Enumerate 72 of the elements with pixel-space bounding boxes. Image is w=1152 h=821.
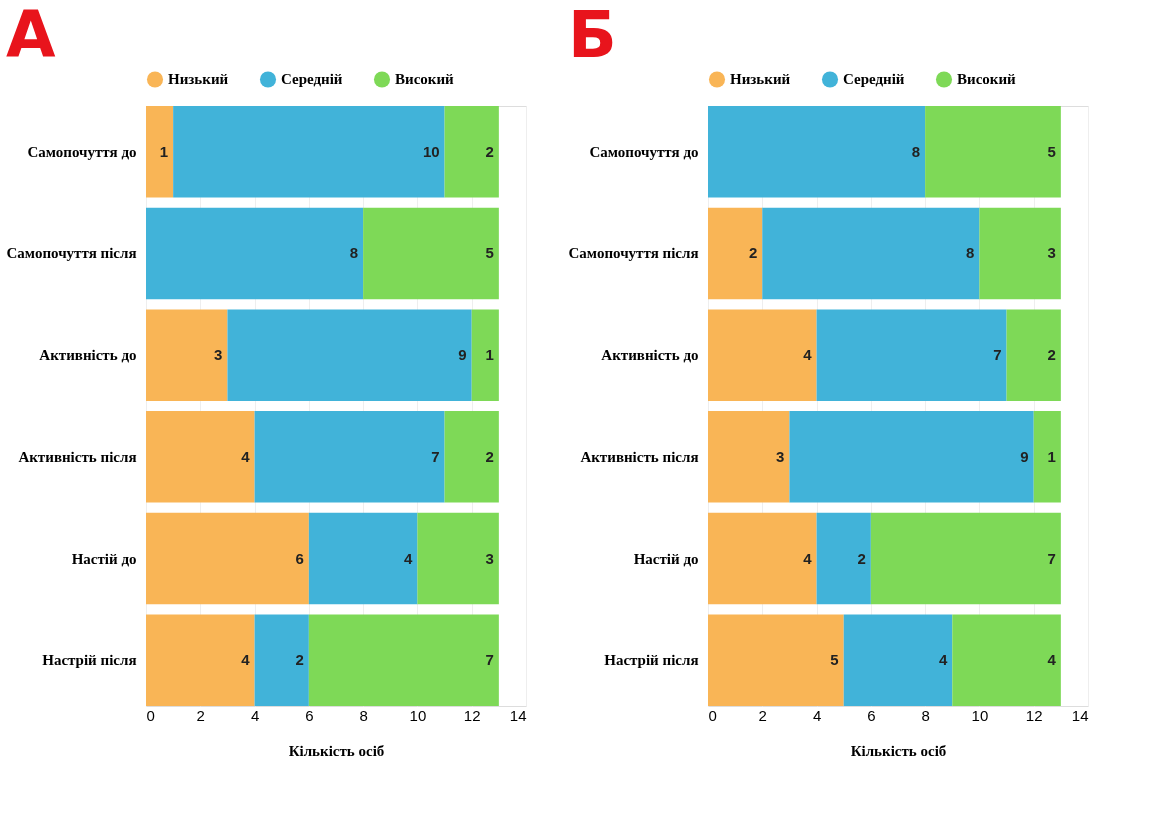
data-label: 1 xyxy=(159,142,169,160)
data-label: 2 xyxy=(1047,346,1056,364)
y-tick-label: Настрій після xyxy=(42,652,137,669)
data-label: 4 xyxy=(803,346,813,364)
data-label: 7 xyxy=(485,651,494,669)
x-tick-label: 4 xyxy=(250,706,260,724)
data-label: 2 xyxy=(857,549,866,567)
x-tick-label: 10 xyxy=(409,706,427,724)
legend-label: Середній xyxy=(843,71,905,88)
legend-label: Низький xyxy=(730,71,791,88)
x-tick-label: 4 xyxy=(812,706,822,724)
legend-label: Середній xyxy=(281,71,343,88)
y-tick-label: Самопочуття до xyxy=(27,143,137,160)
y-tick-label: Настій до xyxy=(71,550,137,567)
x-tick-label: 10 xyxy=(971,706,989,724)
y-tick-label: Настрій після xyxy=(604,652,699,669)
x-tick-label: 14 xyxy=(1071,706,1089,724)
data-label: 3 xyxy=(1047,244,1056,262)
data-label: 4 xyxy=(1047,651,1057,669)
x-axis-title: Кількість осіб xyxy=(288,742,385,759)
legend-label: Низький xyxy=(168,71,229,88)
x-tick-label: 6 xyxy=(867,706,876,724)
x-tick-label: 14 xyxy=(509,706,527,724)
data-label: 3 xyxy=(485,549,494,567)
data-label: 4 xyxy=(938,651,948,669)
y-tick-label: Активність до xyxy=(601,347,699,364)
y-tick-label: Настій до xyxy=(633,550,699,567)
data-label: 2 xyxy=(485,142,494,160)
data-label: 7 xyxy=(431,447,440,465)
data-label: 4 xyxy=(241,447,251,465)
x-axis-title: Кількість осіб xyxy=(850,742,947,759)
data-label: 3 xyxy=(214,346,223,364)
legend-label: Високий xyxy=(957,71,1017,88)
data-label: 8 xyxy=(349,244,359,262)
data-label: 1 xyxy=(1047,447,1056,465)
data-label: 9 xyxy=(458,346,467,364)
data-label: 4 xyxy=(241,651,251,669)
data-label: 5 xyxy=(830,651,839,669)
data-label: 2 xyxy=(295,651,304,669)
chart-title: Б xyxy=(568,0,617,72)
x-tick-label: 12 xyxy=(463,706,481,724)
data-label: 2 xyxy=(485,447,494,465)
x-tick-label: 8 xyxy=(921,706,930,724)
data-label: 5 xyxy=(485,244,494,262)
y-tick-label: Активність до xyxy=(39,347,137,364)
data-label: 9 xyxy=(1020,447,1029,465)
x-tick-label: 0 xyxy=(708,706,717,724)
data-label: 3 xyxy=(776,447,785,465)
y-tick-label: Самопочуття після xyxy=(568,245,699,262)
data-label: 4 xyxy=(803,549,813,567)
x-tick-label: 6 xyxy=(305,706,314,724)
chart-title: А xyxy=(6,0,57,72)
data-label: 6 xyxy=(295,549,304,567)
data-label: 2 xyxy=(748,244,758,262)
x-tick-label: 2 xyxy=(196,706,205,724)
x-tick-label: 8 xyxy=(359,706,368,724)
y-tick-label: Самопочуття після xyxy=(6,245,137,262)
x-tick-label: 12 xyxy=(1025,706,1043,724)
data-label: 8 xyxy=(911,142,921,160)
data-label: 8 xyxy=(966,244,975,262)
y-tick-label: Активність після xyxy=(580,448,699,465)
y-tick-label: Активність після xyxy=(18,448,137,465)
x-tick-label: 0 xyxy=(146,706,155,724)
data-label: 4 xyxy=(404,549,414,567)
legend-label: Високий xyxy=(395,71,455,88)
x-tick-label: 2 xyxy=(758,706,767,724)
y-tick-label: Самопочуття до xyxy=(589,143,699,160)
data-label: 5 xyxy=(1047,142,1056,160)
data-label: 1 xyxy=(485,346,494,364)
data-label: 7 xyxy=(993,346,1002,364)
data-label: 7 xyxy=(1047,549,1056,567)
data-label: 10 xyxy=(422,142,440,160)
